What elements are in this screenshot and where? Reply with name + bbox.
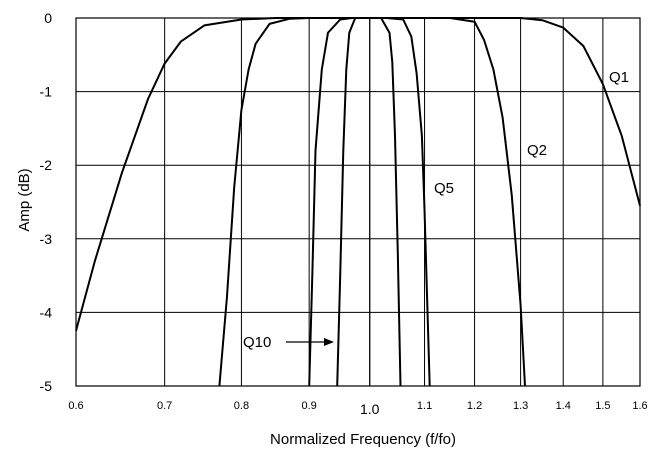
x-tick-label: 0.6 [68,400,83,412]
label-q2: Q2 [527,142,547,159]
y-tick-label: 0 [44,10,52,26]
curves [75,17,641,387]
x-tick-label: 1.6 [632,400,647,412]
curve-q10 [336,17,402,387]
y-tick-labels: 0 -1 -2 -3 -4 -5 [40,10,53,394]
curve-q2 [218,17,526,387]
curve-q1 [75,17,641,332]
x-tick-label: 1.5 [595,400,610,412]
x-tick-label: 1.4 [556,400,571,412]
y-tick-label: -4 [40,304,53,320]
x-tick-label: 1.2 [467,400,482,412]
plot-frame [75,17,641,387]
y-tick-label: -5 [40,378,53,394]
x-tick-label: 0.9 [302,400,317,412]
y-axis-title: Amp (dB) [16,168,33,231]
label-q1: Q1 [609,69,629,86]
curve-labels: Q1 Q2 Q5 Q10 [243,69,629,351]
x-tick-label: 0.8 [234,400,249,412]
q10-arrow-head [324,338,334,346]
x-tick-label: 1.1 [417,400,432,412]
x-tick-label: 1.0 [360,401,380,417]
x-tick-label: 1.3 [513,400,528,412]
x-axis-title: Normalized Frequency (f/fo) [270,431,456,448]
x-tick-label: 0.7 [157,400,172,412]
y-tick-label: -1 [40,84,53,100]
y-tick-label: -3 [40,231,53,247]
y-tick-label: -2 [40,157,53,173]
label-q5: Q5 [434,180,454,197]
x-tick-labels: 0.6 0.7 0.8 0.9 1.0 1.1 1.2 1.3 1.4 1.5 1.6 [68,400,647,417]
label-q10: Q10 [243,334,271,351]
